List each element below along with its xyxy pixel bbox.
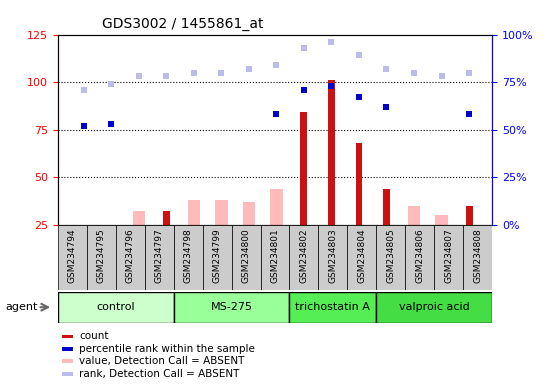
Bar [434, 225, 463, 290]
Bar [188, 200, 200, 225]
Bar [376, 292, 492, 323]
Bar [58, 292, 174, 323]
Bar [62, 334, 73, 338]
Bar [328, 80, 335, 225]
Text: GSM234800: GSM234800 [241, 228, 251, 283]
Bar [383, 189, 390, 225]
Bar [62, 359, 73, 363]
Bar [408, 206, 420, 225]
Bar [243, 202, 255, 225]
Bar [58, 225, 87, 290]
Text: agent: agent [6, 302, 38, 312]
Bar [145, 225, 174, 290]
Text: GSM234801: GSM234801 [271, 228, 279, 283]
Text: count: count [79, 331, 109, 341]
Text: GSM234802: GSM234802 [299, 228, 309, 283]
Bar [174, 292, 289, 323]
Bar [289, 225, 318, 290]
Text: MS-275: MS-275 [211, 302, 252, 312]
Text: GSM234804: GSM234804 [358, 228, 366, 283]
Text: valproic acid: valproic acid [399, 302, 470, 312]
Bar [466, 206, 472, 225]
Bar [318, 225, 348, 290]
Text: GSM234799: GSM234799 [212, 228, 222, 283]
Text: GSM234796: GSM234796 [125, 228, 135, 283]
Bar [463, 225, 492, 290]
Bar [355, 143, 362, 225]
Bar [376, 225, 405, 290]
Bar [261, 225, 289, 290]
Bar [348, 225, 376, 290]
Text: control: control [96, 302, 135, 312]
Text: percentile rank within the sample: percentile rank within the sample [79, 344, 255, 354]
Text: GSM234803: GSM234803 [328, 228, 338, 283]
Bar [116, 225, 145, 290]
Text: GSM234797: GSM234797 [155, 228, 164, 283]
Text: trichostatin A: trichostatin A [295, 302, 370, 312]
Text: GSM234794: GSM234794 [68, 228, 77, 283]
Bar [270, 189, 283, 225]
Text: rank, Detection Call = ABSENT: rank, Detection Call = ABSENT [79, 369, 240, 379]
Bar [405, 225, 434, 290]
Text: GSM234807: GSM234807 [444, 228, 453, 283]
Bar [436, 215, 448, 225]
Bar [300, 113, 307, 225]
Bar [232, 225, 261, 290]
Bar [62, 372, 73, 376]
Bar [174, 225, 202, 290]
Text: value, Detection Call = ABSENT: value, Detection Call = ABSENT [79, 356, 245, 366]
Bar [202, 225, 232, 290]
Text: GSM234806: GSM234806 [415, 228, 425, 283]
Bar [215, 200, 228, 225]
Bar [133, 211, 145, 225]
Bar [87, 225, 116, 290]
Text: GDS3002 / 1455861_at: GDS3002 / 1455861_at [102, 17, 263, 31]
Bar [163, 211, 170, 225]
Text: GSM234808: GSM234808 [473, 228, 482, 283]
Bar [289, 292, 376, 323]
Text: GSM234795: GSM234795 [97, 228, 106, 283]
Text: GSM234798: GSM234798 [184, 228, 192, 283]
Bar [62, 347, 73, 351]
Bar [78, 225, 90, 228]
Text: GSM234805: GSM234805 [386, 228, 395, 283]
